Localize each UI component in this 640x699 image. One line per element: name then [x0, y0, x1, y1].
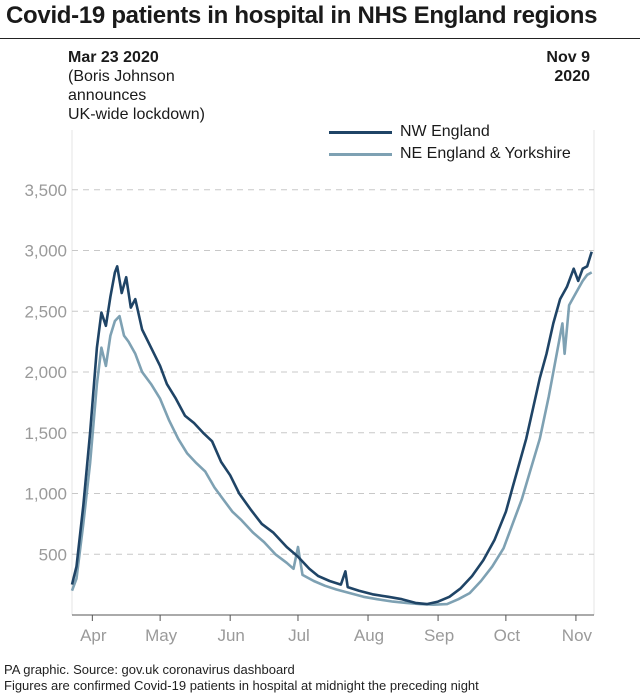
lockdown-note-line-2: announces — [68, 87, 147, 104]
legend-item-ne: NE England & Yorkshire — [329, 143, 571, 165]
y-tick-label: 500 — [39, 545, 67, 564]
y-tick-label: 3,000 — [24, 242, 67, 261]
legend-item-nw: NW England — [329, 121, 571, 143]
x-tick-label: Aug — [354, 626, 384, 645]
source-note: PA graphic. Source: gov.uk coronavirus d… — [4, 662, 295, 677]
legend-label-nw: NW England — [400, 123, 490, 140]
x-tick-label: Oct — [494, 626, 521, 645]
legend-label-ne: NE England & Yorkshire — [400, 145, 571, 162]
legend: NW England NE England & Yorkshire — [329, 121, 571, 165]
end-date-annotation: Nov 9 2020 — [546, 48, 590, 86]
figures-note: Figures are confirmed Covid-19 patients … — [4, 678, 479, 693]
x-tick-label: Apr — [80, 626, 107, 645]
y-tick-label: 1,000 — [24, 485, 67, 504]
series-line-nw-england — [70, 251, 593, 606]
footer: PA graphic. Source: gov.uk coronavirus d… — [4, 662, 479, 694]
legend-swatch-nw — [329, 130, 392, 134]
y-tick-label: 2,000 — [24, 363, 67, 382]
x-tick-label: Nov — [562, 626, 593, 645]
x-tick-label: Sep — [424, 626, 454, 645]
y-tick-label: 3,500 — [24, 181, 67, 200]
y-tick-label: 2,500 — [24, 302, 67, 321]
lockdown-date: Mar 23 2020 — [68, 49, 159, 66]
end-date-line-2: 2020 — [554, 68, 590, 85]
series-line-ne-england-yorkshire — [70, 271, 593, 606]
y-tick-label: 1,500 — [24, 424, 67, 443]
end-date-line-1: Nov 9 — [546, 49, 590, 66]
x-tick-label: Jul — [288, 626, 310, 645]
x-tick-label: May — [145, 626, 178, 645]
title-divider — [0, 38, 640, 39]
lockdown-note-line-1: (Boris Johnson — [68, 68, 175, 85]
x-tick-label: Jun — [217, 626, 244, 645]
lockdown-annotation: Mar 23 2020 (Boris Johnson announces UK-… — [68, 48, 205, 124]
chart-title: Covid-19 patients in hospital in NHS Eng… — [6, 2, 598, 29]
legend-swatch-ne — [329, 152, 392, 156]
lockdown-note-line-3: UK-wide lockdown) — [68, 106, 205, 123]
